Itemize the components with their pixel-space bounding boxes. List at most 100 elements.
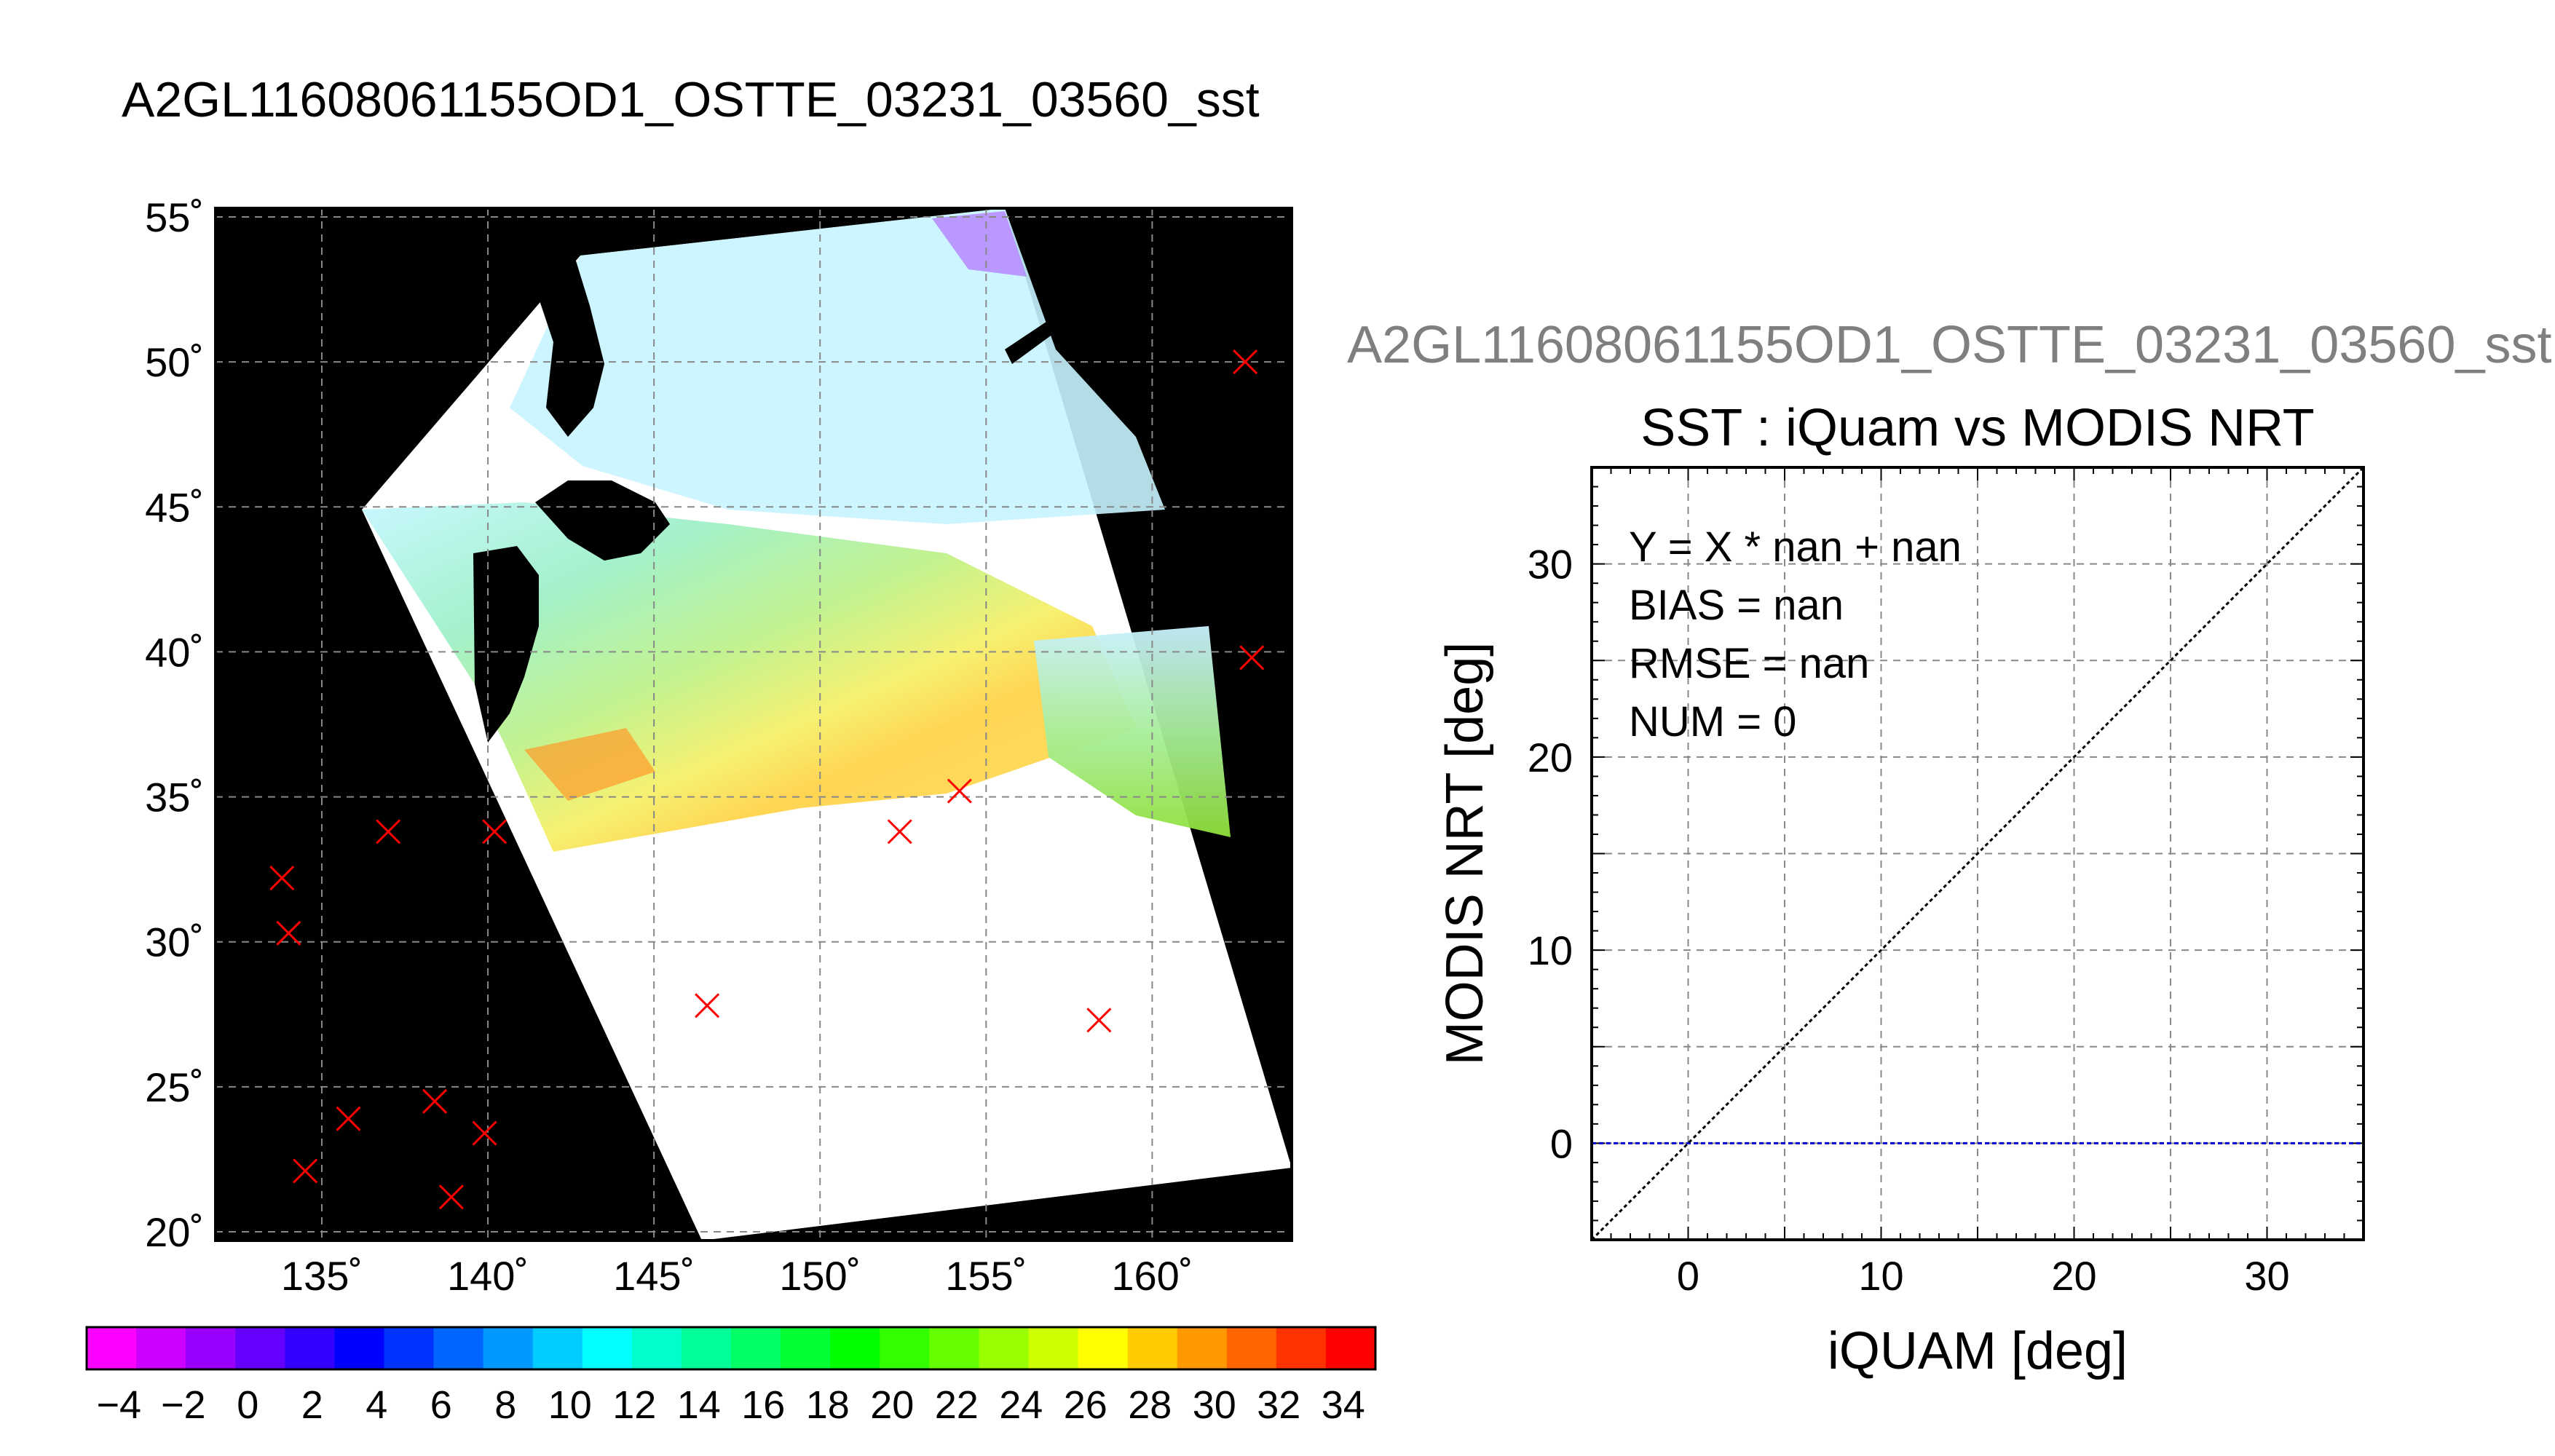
colorbar-tick-label: 6 [430,1383,452,1427]
colorbar-tick-label: 18 [806,1383,850,1427]
scatter-x-tick-label: 30 [2244,1253,2289,1299]
map-lon-tick-label: 160˚ [1111,1253,1193,1299]
map-lat-tick-label: 35˚ [145,775,204,820]
scatter-x-tick-label: 10 [1858,1253,1903,1299]
colorbar-segment [631,1327,682,1369]
map-lon-tick-label: 150˚ [779,1253,861,1299]
land-sakhalin [535,258,604,437]
scatter-y-axis-label: MODIS NRT [deg] [1436,642,1494,1066]
scatter-annotation: RMSE = nan [1629,640,1869,687]
map-point-marker [482,819,508,844]
colorbar-segment [582,1327,633,1369]
scatter-x-axis-label: iQUAM [deg] [1828,1322,2128,1380]
map-lon-tick-label: 155˚ [945,1253,1027,1299]
colorbar-tick-label: −4 [96,1383,141,1427]
colorbar-tick-label: 22 [935,1383,979,1427]
colorbar-segment [334,1327,384,1369]
scatter-y-tick-label: 10 [1528,927,1573,973]
colorbar-tick-label: 12 [612,1383,656,1427]
colorbar-segment [136,1327,186,1369]
colorbar-frame [85,1326,1377,1371]
colorbar-tick-label: 4 [366,1383,387,1427]
colorbar-segment [1226,1327,1277,1369]
colorbar-segment [880,1327,930,1369]
map-lon-tick-label: 135˚ [281,1253,363,1299]
scatter-y-tick-label: 30 [1528,542,1573,587]
colorbar-tick-label: 24 [999,1383,1043,1427]
colorbar-segment [285,1327,335,1369]
colorbar-segment [186,1327,236,1369]
colorbar-segment [681,1327,732,1369]
sst-colored-region-purple [932,211,1027,277]
map-tick-labels: 135˚ 140˚ 145˚ 150˚ 155˚ 160˚ 55˚ 50˚ 45˚ 40˚ 35˚ 3… [145,194,1193,1299]
colorbar-segment [384,1327,435,1369]
scatter-y-tick-label: 0 [1550,1120,1573,1166]
scatter-frame [1590,466,2365,1241]
colorbar-segment [1325,1327,1376,1369]
map-lat-tick-label: 55˚ [145,194,204,240]
colorbar-tick-label: −2 [161,1383,206,1427]
map-lat-tick-label: 50˚ [145,339,204,385]
colorbar-segment [929,1327,979,1369]
colorbar-tick-label: 34 [1322,1383,1365,1427]
colorbar-tick-label: 32 [1257,1383,1300,1427]
map-point-marker [438,1184,464,1210]
map-lat-tick-label: 30˚ [145,919,204,965]
map-markers [269,349,1265,1210]
scatter-x-tick-label: 0 [1677,1253,1699,1299]
colorbar-segment [483,1327,534,1369]
map-point-marker [1233,349,1258,375]
map-lon-tick-label: 145˚ [613,1253,695,1299]
sst-colored-region-east [1034,626,1231,837]
map-lat-tick-label: 25˚ [145,1064,204,1110]
colorbar-tick-label: 16 [741,1383,785,1427]
map-point-marker [1239,645,1265,670]
map-lon-tick-label: 140˚ [447,1253,529,1299]
colorbar-tick-label: 28 [1128,1383,1172,1427]
colorbar-segment [979,1327,1029,1369]
map-point-marker [336,1106,361,1131]
figure-title: A2GL11608061155OD1_OSTTE_03231_03560_sst [122,72,1260,127]
scatter-annotation: BIAS = nan [1629,582,1844,629]
colorbar-segment [1078,1327,1129,1369]
scatter-annotation: Y = X * nan + nan [1629,523,1962,571]
colorbar-tick-label: 0 [237,1383,258,1427]
scatter-y-tick-label: 20 [1528,735,1573,780]
map-lat-tick-label: 40˚ [145,629,204,675]
scatter-x-tick-label: 20 [2051,1253,2096,1299]
colorbar-segment [1276,1327,1327,1369]
map-lat-tick-label: 45˚ [145,484,204,530]
colorbar-tick-label: 10 [548,1383,592,1427]
map-frame [214,207,1293,1242]
colorbar-segment [235,1327,285,1369]
colorbar-segment [433,1327,484,1369]
land-honshu-north [473,546,539,743]
land-kuril-kamchatka [1005,284,1121,364]
colorbar-tick-label: 20 [870,1383,914,1427]
colorbar-tick-label: 14 [677,1383,721,1427]
colorbar-tick-label: 26 [1064,1383,1107,1427]
land-hokkaido [535,480,670,561]
scatter-plot: 0 10 20 30 0 10 20 30 SST : iQuam vs MODIS NRT iQ… [1436,399,2365,1380]
map-point-marker [269,866,295,891]
scatter-title: SST : iQuam vs MODIS NRT [1640,399,2315,457]
colorbar-tick-label: 8 [494,1383,516,1427]
colorbar-segment [87,1327,137,1369]
colorbar-segment [781,1327,831,1369]
map-point-marker [1086,1008,1112,1033]
colorbar-segment [1028,1327,1079,1369]
sst-colored-region-north [510,208,1165,524]
map-point-marker [376,819,401,844]
colorbar-segment [1127,1327,1178,1369]
colorbar-segment [731,1327,781,1369]
map-point-marker [472,1120,497,1146]
sst-warm-spot [524,728,655,801]
map-grid [216,208,1292,1241]
colorbar: −4 −2 0 2 4 6 8 10 12 14 16 18 20 22 24 26 28 30 32 34 [85,1326,1377,1427]
colorbar-segment [532,1327,583,1369]
map-point-marker [293,1158,318,1184]
colorbar-segment [830,1327,880,1369]
scatter-annotation: NUM = 0 [1629,698,1796,745]
map-point-marker [276,920,301,946]
